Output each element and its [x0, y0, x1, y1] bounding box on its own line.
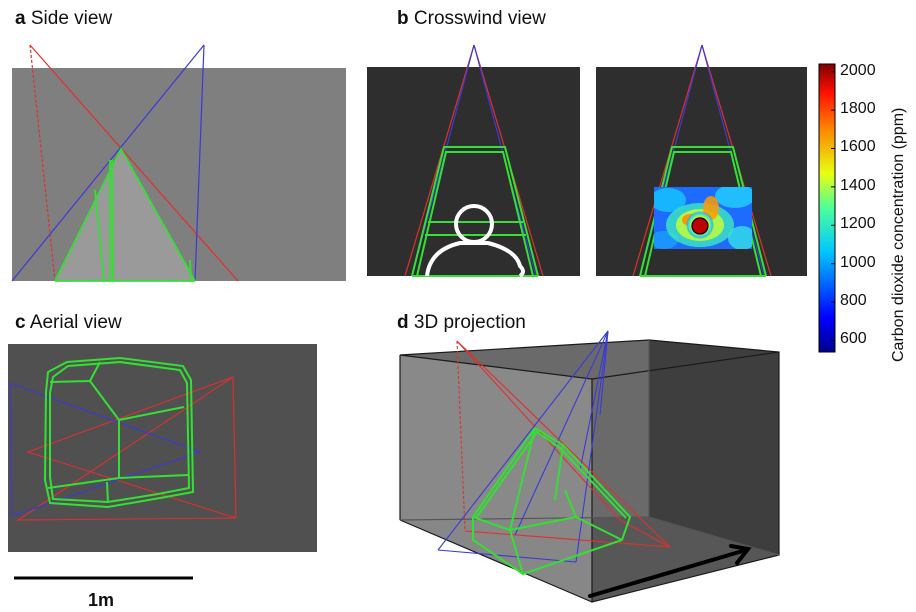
panel-d-title: 3D projection — [413, 312, 526, 333]
colorbar-gradient — [818, 63, 836, 353]
panel-b-label: b Crosswind view — [397, 8, 546, 30]
panel-a-side-view — [11, 44, 346, 282]
panel-c-title: Aerial view — [29, 312, 122, 333]
colorbar-tick-marks — [831, 71, 835, 341]
colorbar-tick-label: 1200 — [840, 215, 876, 233]
panel-d-letter: d — [397, 312, 409, 333]
source-marker — [691, 217, 709, 235]
panel-b-letter: b — [397, 8, 409, 29]
red-camera-side-rays — [29, 44, 239, 282]
colorbar-tick-label: 800 — [840, 292, 867, 310]
panel-d-label: d 3D projection — [397, 312, 526, 334]
colorbar-tick-label: 1000 — [840, 253, 876, 271]
panel-b-crosswind-left — [367, 44, 580, 278]
colorbar-tick-label: 600 — [840, 330, 867, 348]
box-edges — [399, 339, 780, 603]
blue-camera-side-rays — [11, 44, 205, 282]
plume-3d-outline — [472, 426, 632, 576]
blue-camera-aerial-rays — [9, 382, 202, 517]
blue-camera-3d-rays — [437, 330, 609, 563]
colorbar — [818, 63, 836, 353]
plume-crosswind-left — [411, 146, 539, 277]
colorbar-tick-label: 1800 — [840, 100, 876, 118]
panel-a-letter: a — [15, 8, 26, 29]
person-outline — [425, 204, 525, 278]
panel-d-3d-projection — [399, 330, 780, 603]
co2-heatmap — [654, 187, 752, 249]
box-left-wall — [400, 355, 592, 602]
colorbar-title: Carbon dioxide concentration (ppm) — [890, 107, 907, 362]
colorbar-tick-label: 1400 — [840, 176, 876, 194]
colorbar-tick-label: 1600 — [840, 138, 876, 156]
panel-c-background — [8, 344, 317, 552]
panel-a-background — [12, 68, 346, 281]
panel-b-title: Crosswind view — [413, 8, 546, 29]
panel-c-aerial-view — [8, 344, 317, 552]
box-right-wall — [649, 340, 779, 555]
panel-c-letter: c — [15, 312, 26, 333]
panel-c-label: c Aerial view — [15, 312, 122, 334]
plume-aerial-outline — [43, 356, 195, 509]
panel-a-title: Side view — [30, 8, 113, 29]
panel-b-crosswind-right — [596, 44, 807, 277]
wind-direction-arrow — [588, 544, 752, 598]
panel-a-label: a Side view — [15, 8, 112, 30]
plume-side-outline — [54, 147, 196, 282]
scale-bar-label: 1m — [88, 590, 115, 610]
panel-a-plume-fill — [55, 149, 195, 281]
colorbar-tick-label: 2000 — [840, 61, 876, 79]
